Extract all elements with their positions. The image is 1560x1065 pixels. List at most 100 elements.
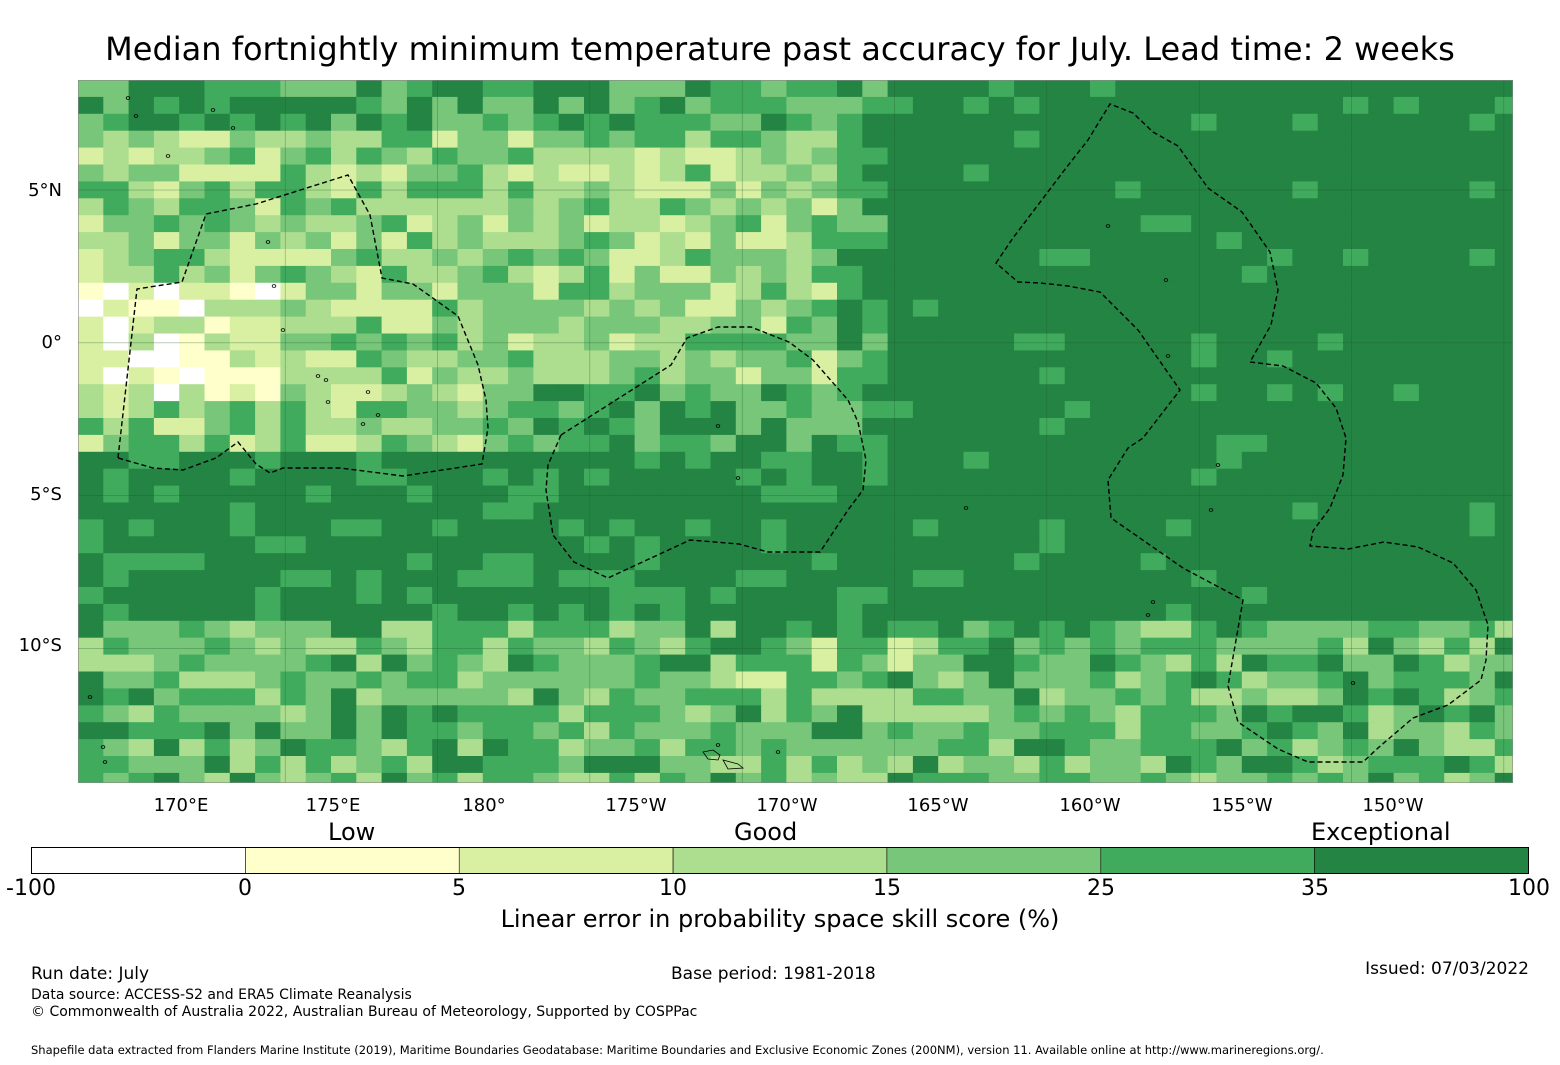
skill-cell	[331, 198, 357, 216]
skill-cell	[406, 722, 433, 740]
skill-cell	[1191, 637, 1218, 656]
island-outline	[735, 476, 741, 480]
skill-cell	[659, 451, 686, 470]
skill-cell	[1418, 96, 1445, 115]
skill-cell	[1317, 722, 1344, 740]
skill-cell	[1140, 282, 1167, 301]
skill-cell	[1064, 282, 1091, 301]
skill-cell	[963, 350, 990, 368]
skill-cell	[862, 147, 889, 166]
skill-cell	[1115, 722, 1142, 740]
skill-cell	[482, 198, 509, 216]
skill-cell	[331, 502, 357, 520]
skill-cell	[1165, 333, 1192, 351]
skill-cell	[457, 587, 484, 605]
skill-cell	[1191, 620, 1218, 639]
skill-cell	[862, 232, 889, 250]
skill-cell	[1343, 772, 1369, 783]
skill-cell	[204, 249, 231, 267]
skill-cell	[78, 688, 104, 706]
skill-cell	[1014, 519, 1040, 537]
skill-cell	[1090, 671, 1116, 689]
skill-cell	[1064, 722, 1091, 740]
skill-cell	[1241, 164, 1268, 182]
skill-cell	[255, 249, 281, 267]
skill-cell	[280, 215, 307, 233]
skill-cell	[887, 637, 914, 656]
skill-cell	[887, 232, 914, 250]
skill-cell	[1165, 705, 1192, 723]
skill-cell	[457, 468, 484, 487]
skill-cell	[331, 350, 357, 368]
skill-cell	[457, 772, 484, 783]
skill-cell	[761, 316, 787, 335]
skill-cell	[280, 384, 307, 402]
skill-cell	[761, 265, 787, 284]
skill-cell	[103, 603, 130, 622]
skill-cell	[887, 705, 914, 723]
skill-cell	[1090, 147, 1116, 166]
skill-cell	[837, 722, 863, 740]
skill-cell	[78, 113, 104, 132]
skill-cell	[710, 147, 737, 166]
skill-cell	[1317, 350, 1344, 368]
skill-cell	[761, 772, 787, 783]
skill-cell	[1292, 333, 1319, 351]
skill-cell	[634, 485, 661, 504]
skill-cell	[634, 536, 661, 554]
skill-cell	[887, 654, 914, 673]
skill-cell	[609, 249, 636, 267]
skill-cell	[179, 485, 206, 504]
skill-cell	[1216, 299, 1243, 318]
skill-cell	[229, 198, 256, 216]
skill-cell	[1317, 519, 1344, 537]
skill-cell	[1343, 130, 1369, 149]
skill-cell	[1368, 367, 1395, 385]
skill-cell	[128, 688, 155, 706]
skill-cell	[1343, 705, 1369, 723]
skill-cell	[963, 282, 990, 301]
island-outline	[87, 695, 93, 699]
skill-cell	[179, 198, 206, 216]
skill-cell	[482, 232, 509, 250]
skill-cell	[280, 249, 307, 267]
skill-cell	[685, 215, 712, 233]
skill-cell	[1165, 637, 1192, 656]
skill-cell	[153, 198, 180, 216]
skill-cell	[584, 688, 610, 706]
skill-cell	[1343, 418, 1369, 436]
skill-cell	[1014, 164, 1040, 182]
skill-cell	[1115, 80, 1142, 98]
skill-cell	[735, 96, 762, 115]
skill-cell	[1115, 147, 1142, 166]
skill-cell	[1090, 603, 1116, 622]
skill-cell	[634, 722, 661, 740]
skill-cell	[837, 688, 863, 706]
skill-cell	[1393, 587, 1420, 605]
skill-cell	[1343, 603, 1369, 622]
skill-cell	[963, 316, 990, 335]
skill-cell	[659, 282, 686, 301]
skill-cell	[533, 130, 560, 149]
skill-cell	[1267, 96, 1293, 115]
skill-cell	[204, 570, 231, 588]
skill-cell	[381, 772, 408, 783]
skill-cell	[305, 553, 332, 571]
skill-cell	[1343, 316, 1369, 335]
skill-cell	[862, 367, 889, 385]
skill-cell	[1393, 705, 1420, 723]
skill-cell	[988, 570, 1015, 588]
skill-cell	[1140, 384, 1167, 402]
skill-cell	[1090, 282, 1116, 301]
skill-cell	[1039, 587, 1066, 605]
skill-cell	[938, 265, 965, 284]
skill-cell	[1014, 570, 1040, 588]
skill-cell	[1140, 722, 1167, 740]
skill-cell	[1267, 350, 1293, 368]
skill-cell	[1191, 147, 1218, 166]
skill-cell	[685, 756, 712, 774]
skill-cell	[331, 434, 357, 453]
skill-cell	[128, 603, 155, 622]
skill-cell	[103, 282, 130, 301]
skill-cell	[558, 620, 585, 639]
